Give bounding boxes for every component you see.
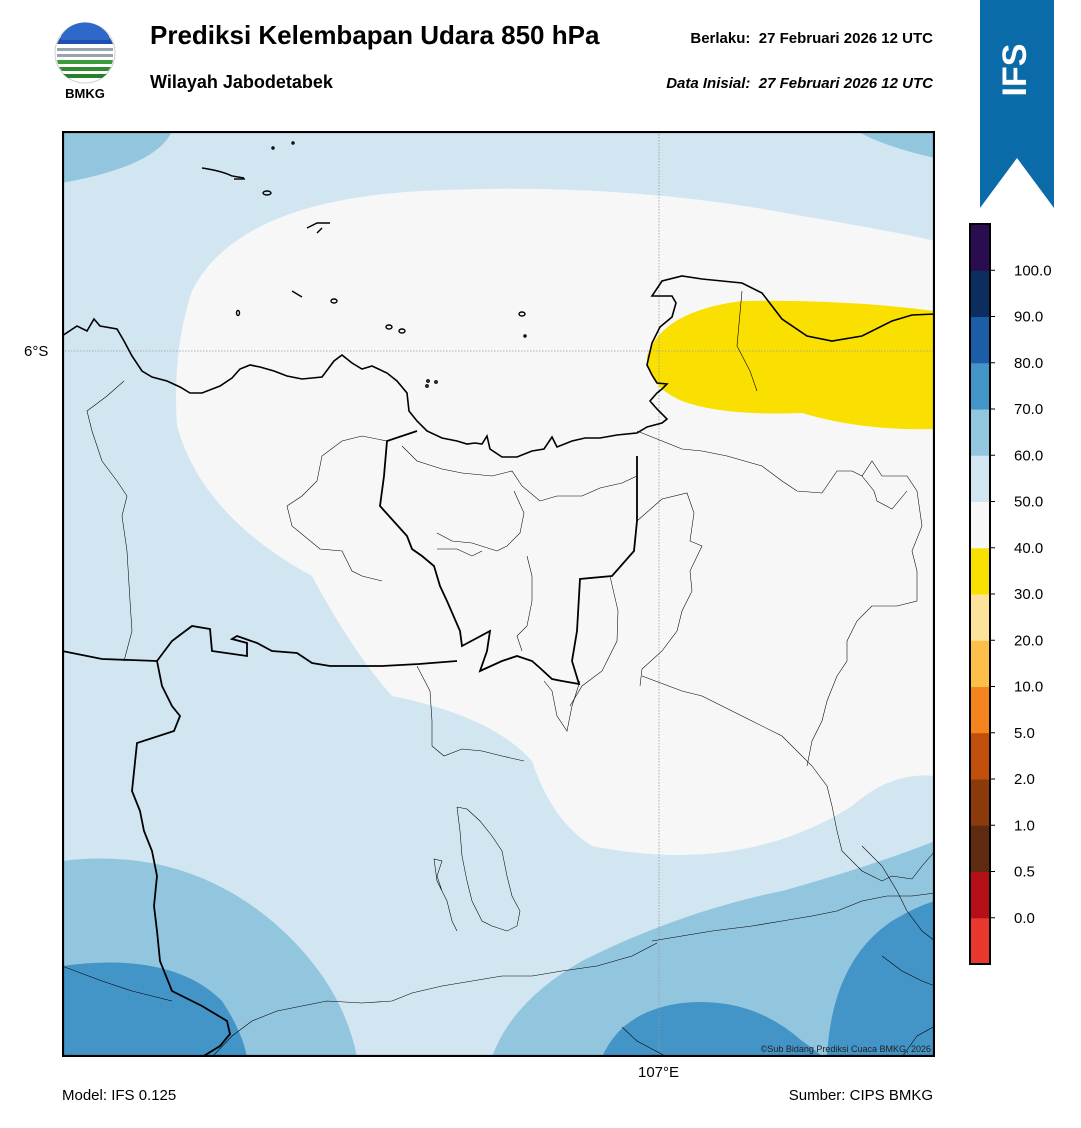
colorbar-swatch [970,270,990,317]
province-border-banten-south [131,660,231,1057]
colorbar-swatch [970,547,990,595]
colorbar-tick-label: 60.0 [1014,447,1043,464]
humidity-60-70-bottomright [492,841,935,1057]
colorbar-swatch [970,871,990,919]
init-time-value: 27 Februari 2026 12 UTC [758,75,933,92]
colorbar-swatch [970,686,990,734]
colorbar-tick-label: 80.0 [1014,355,1043,372]
valid-label: Berlaku: [690,30,751,47]
colorbar-tick-label: 1.0 [1014,817,1035,834]
model-label: Model: IFS 0.125 [62,1087,177,1104]
valid-time: Berlaku: 27 Februari 2026 12 UTC [690,30,933,47]
colorbar-swatch [970,825,990,872]
colorbar-swatch [970,455,990,502]
colorbar-tick-label: 0.5 [1014,864,1035,881]
colorbar-tick-label: 2.0 [1014,771,1035,788]
colorbar-tick-label: 5.0 [1014,725,1035,742]
humidity-60-70-topleft [62,131,172,183]
district-border [736,290,758,392]
regency-borders [62,380,935,1057]
colorbar-swatch [970,779,990,826]
colorbar-swatch [970,224,990,271]
colorbar-tick-label: 10.0 [1014,679,1043,696]
colorbar-tick-label: 40.0 [1014,540,1043,557]
map-credit: ©Sub Bidang Prediksi Cuaca BMKG, 2026 [760,1044,931,1054]
colorbar-tick-label: 90.0 [1014,309,1043,326]
init-label: Data Inisial: [666,75,751,92]
humidity-70-80-bottom [602,1002,822,1057]
lon-label: 107°E [638,1064,680,1081]
map-frame [62,131,935,1057]
colorbar-legend: 0.0 0.5 1.0 2.0 5.0 10.0 20.0 30.0 40.0 50.0 60.0 7… [968,222,1081,968]
colorbar-tick-label: 50.0 [1014,494,1043,511]
colorbar-tick-label: 100.0 [1014,262,1052,279]
province-border-jakarta [379,430,638,686]
ifs-banner: IFS [980,0,1054,210]
colorbar-tick-label: 20.0 [1014,632,1043,649]
colorbar-swatch [970,501,990,549]
humidity-60-70-topright [857,131,935,158]
humidity-70-80-bottomleft [62,962,247,1057]
chart-title: Prediksi Kelembapan Udara 850 hPa [150,20,600,50]
colorbar-swatch [970,732,990,780]
colorbar-tick-label: 70.0 [1014,401,1043,418]
thousand-islands [201,141,527,388]
banner-text: IFS [996,44,1034,97]
source-label: Sumber: CIPS BMKG [788,1087,933,1104]
coastline [62,275,935,458]
humidity-map[interactable] [62,131,935,1057]
valid-time-value: 27 Februari 2026 12 UTC [758,30,933,47]
humidity-30-40-region [647,300,935,430]
humidity-70-80-right [827,901,935,1057]
province-border-banten-west [62,625,458,667]
colorbar-swatch [970,316,990,364]
init-time: Data Inisial: 27 Februari 2026 12 UTC [666,75,933,92]
chart-subtitle: Wilayah Jabodetabek [150,72,333,92]
colorbar-swatch [970,917,990,965]
colorbar-swatch [970,409,990,456]
logo-text: BMKG [65,86,105,101]
colorbar-swatch [970,362,990,410]
colorbar-tick-label: 30.0 [1014,586,1043,603]
colorbar-swatch [970,640,990,687]
colorbar-swatch [970,594,990,641]
lat-label: 6°S [24,343,49,360]
colorbar-tick-label: 0.0 [1014,910,1035,927]
bmkg-logo-icon [52,20,118,100]
